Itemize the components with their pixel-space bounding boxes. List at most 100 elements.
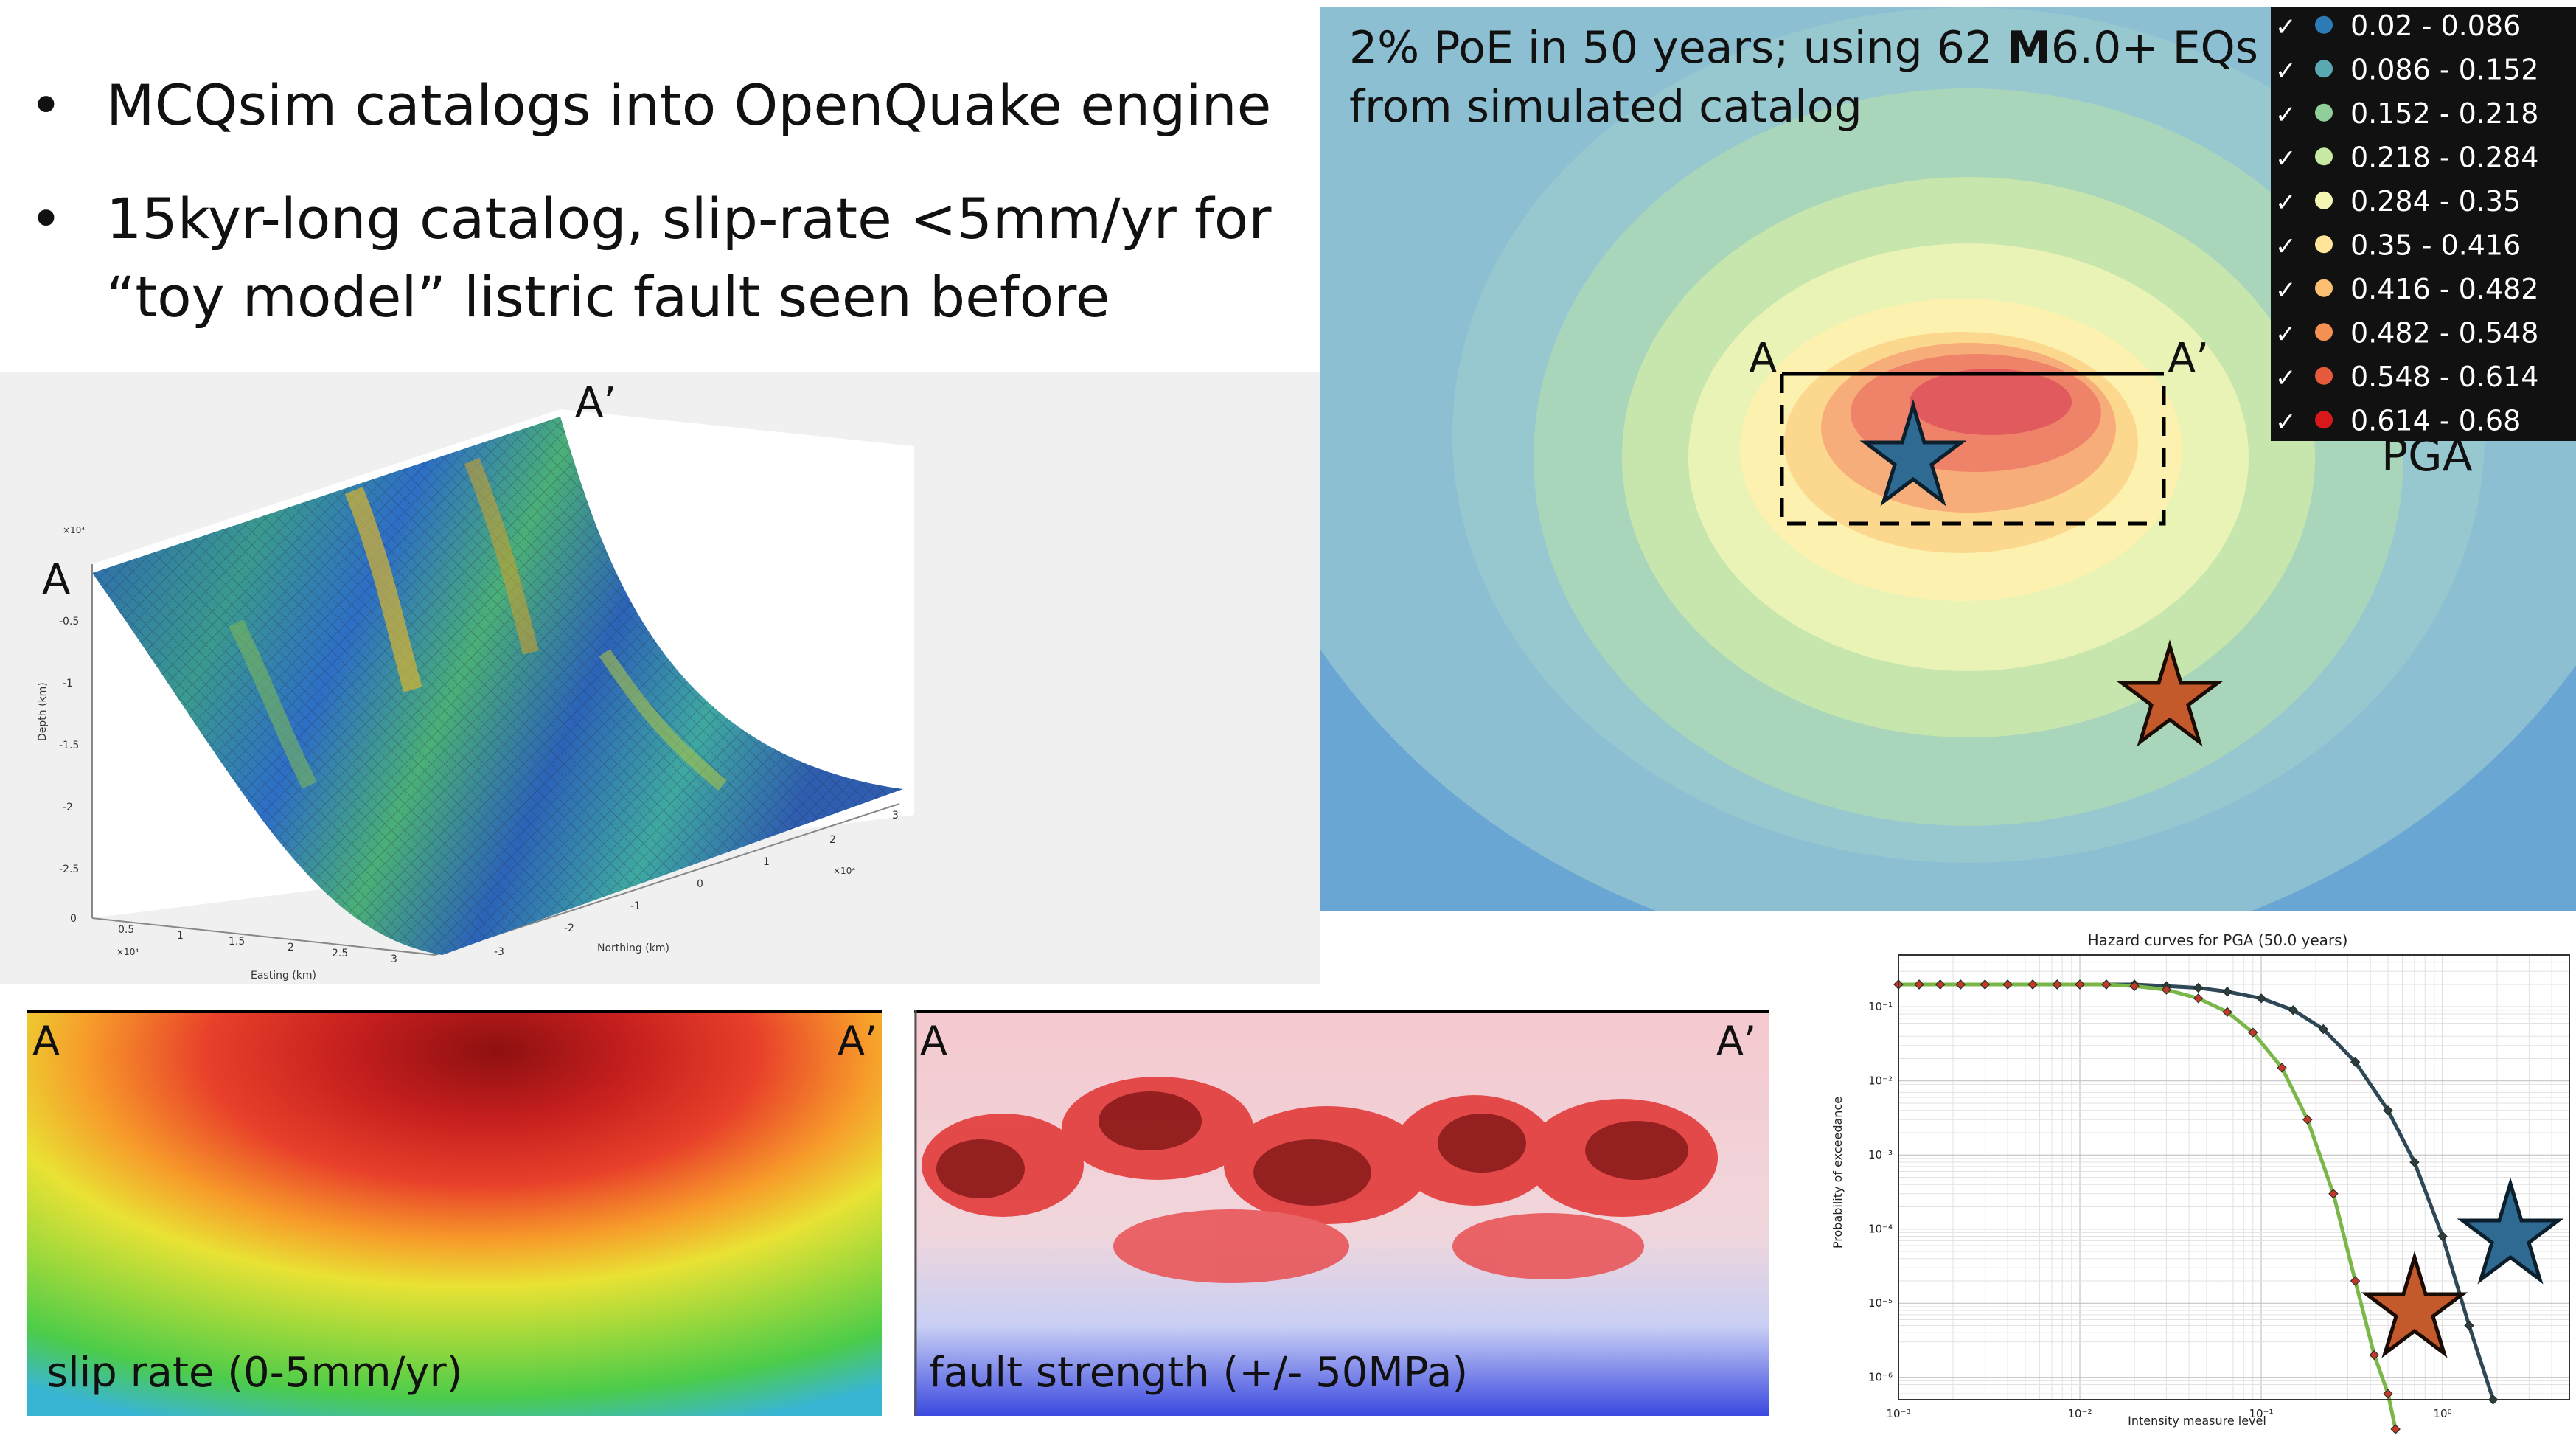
series-point [2193,982,2204,993]
legend-checkbox[interactable]: ✓ [2275,100,2297,130]
easting-tick: 1.5 [229,936,245,948]
northing-tick: 2 [829,834,836,846]
legend-item[interactable]: ✓ 0.284 - 0.35 [2275,185,2521,218]
easting-tick: 3 [391,954,397,965]
series-point [2277,1063,2287,1073]
hazard-curve-panel [1814,922,2576,1438]
series-point [1935,979,1946,990]
z-exponent: ×10⁴ [63,525,85,535]
series-point [2002,979,2013,990]
northing-tick: 0 [697,878,703,890]
label-a-prime: A’ [2168,335,2209,383]
y-tick-label: 10⁻⁵ [1868,1296,1893,1310]
easting-tick: 0 [70,913,77,925]
legend-checkbox[interactable]: ✓ [2275,232,2297,261]
legend-checkbox[interactable]: ✓ [2275,13,2297,42]
legend-swatch-icon [2315,60,2333,78]
legend-range: 0.284 - 0.35 [2350,185,2521,218]
series-point [2383,1105,2393,1116]
map-title-line2: from simulated catalog [1349,81,1862,133]
northing-tick: 3 [892,810,899,822]
series-point [2248,1027,2258,1038]
legend-range: 0.152 - 0.218 [2350,97,2538,130]
legend-checkbox[interactable]: ✓ [2275,144,2297,173]
legend-checkbox[interactable]: ✓ [2275,407,2297,437]
series-line [1898,982,2398,1430]
series-point [2101,979,2112,990]
chart-grid: 10⁻³ 10⁻² 10⁻¹ 10⁰ 10⁻¹ 10⁻² 10⁻³ 10⁻⁴ 10⁻⁵ 10⁻⁶ [1868,954,2570,1420]
series-point [2350,1276,2361,1286]
series-point [1955,979,1966,990]
legend-item[interactable]: ✓ 0.482 - 0.548 [2275,316,2538,349]
y-exponent: ×10⁴ [833,866,855,876]
map-title-line1: 2% PoE in 50 years; using 62 M6.0+ EQs [1349,22,2258,74]
series-point [1914,979,1924,990]
slip-rate-caption: slip rate (0-5mm/yr) [46,1349,462,1397]
legend-title: PGA [2381,430,2473,482]
easting-tick: 2.5 [332,948,348,959]
depth-tick: -2.5 [59,864,79,875]
northing-tick: -1 [630,900,641,912]
series-point [2288,1005,2299,1015]
legend-range: 0.086 - 0.152 [2350,53,2538,86]
legend-checkbox[interactable]: ✓ [2275,276,2297,305]
y-tick-label: 10⁻² [1868,1074,1893,1088]
easting-tick: 1 [177,930,184,942]
legend-range: 0.482 - 0.548 [2350,316,2538,349]
plot-frame [1898,954,2570,1400]
legend-item[interactable]: ✓ 0.548 - 0.614 [2275,361,2538,393]
series-point [2369,1350,2380,1361]
series-point [2409,1157,2420,1167]
fault-projection [1780,374,2166,526]
series-point [2027,979,2038,990]
x-tick-label: 10⁻¹ [2249,1407,2274,1420]
legend-swatch-icon [2315,411,2333,429]
legend-swatch-icon [2315,235,2333,254]
hazard-curve-chart: Hazard curves for PGA (50.0 years) Inten… [1831,931,2570,1434]
depth-axis-label: Depth (km) [37,682,49,741]
series-point [2256,993,2266,1004]
northing-tick: 1 [763,856,770,868]
bullet-list: • MCQsim catalogs into OpenQuake engine … [29,66,1283,372]
label-a: A [42,556,70,604]
legend-item[interactable]: ✓ 0.152 - 0.218 [2275,97,2538,130]
legend-item[interactable]: ✓ 0.02 - 0.086 [2275,10,2521,42]
y-tick-label: 10⁻⁶ [1868,1371,1893,1384]
legend-checkbox[interactable]: ✓ [2275,364,2297,393]
chart-series-group [1893,979,2499,1434]
bullet-text: 15kyr-long catalog, slip-rate <5mm/yr fo… [106,186,1272,330]
legend-checkbox[interactable]: ✓ [2275,319,2297,349]
x-exponent: ×10⁴ [116,947,139,957]
bullet-dot: • [29,186,63,251]
chart-title: Hazard curves for PGA (50.0 years) [2088,931,2348,949]
northing-tick: -3 [494,946,504,958]
slip-rate-panel: A A’ slip rate (0-5mm/yr) [27,1010,882,1416]
legend-item[interactable]: ✓ 0.614 - 0.68 [2275,404,2521,437]
legend-item[interactable]: ✓ 0.416 - 0.482 [2275,273,2538,305]
series-point [2464,1320,2474,1331]
series-point [2350,1057,2361,1067]
depth-tick: -1.5 [59,740,79,751]
legend-checkbox[interactable]: ✓ [2275,188,2297,218]
x-tick-label: 10⁻² [2067,1407,2092,1420]
series-point [2383,1389,2393,1399]
bullet-item: • 15kyr-long catalog, slip-rate <5mm/yr … [29,180,1283,336]
easting-axis-label: Easting (km) [251,970,316,982]
orange-star-icon [2116,639,2224,747]
legend-checkbox[interactable]: ✓ [2275,56,2297,86]
legend-item[interactable]: ✓ 0.35 - 0.416 [2275,229,2521,261]
easting-tick: 2 [288,942,294,954]
northing-tick: -2 [564,923,574,934]
series-point [2390,1424,2401,1434]
legend-item[interactable]: ✓ 0.218 - 0.284 [2275,141,2538,173]
fault-3d-plot: A A’ ×10⁴ -0.5 -1 -1.5 -2 -2.5 Depth (km… [0,372,1320,984]
y-tick-label: 10⁻⁴ [1868,1223,1893,1236]
legend-item[interactable]: ✓ 0.086 - 0.152 [2275,53,2538,86]
series-point [2318,1024,2328,1035]
y-tick-label: 10⁻¹ [1868,1000,1893,1013]
series-point [2302,1114,2313,1125]
legend-range: 0.02 - 0.086 [2350,10,2521,42]
depth-tick: -0.5 [59,616,79,628]
series-point [1980,979,1991,990]
x-tick-label: 10⁰ [2433,1407,2451,1420]
